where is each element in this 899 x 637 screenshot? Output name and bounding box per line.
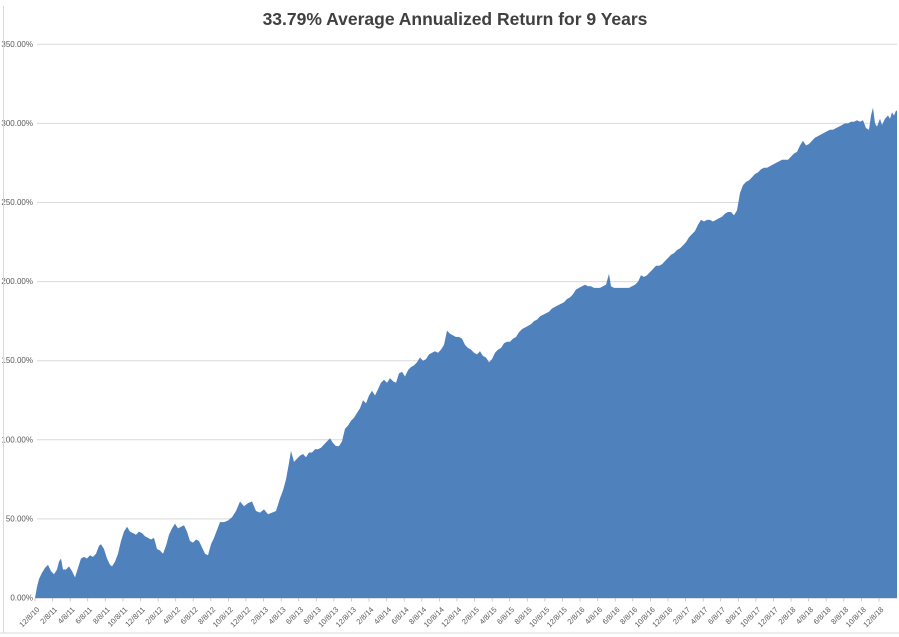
x-tick-label: 12/8/11 (123, 605, 147, 629)
x-tick-label: 2/8/17 (671, 605, 692, 626)
x-tick-label: 4/8/16 (583, 605, 604, 626)
x-tick-label: 4/8/15 (478, 605, 499, 626)
x-tick-label: 2/8/15 (460, 605, 481, 626)
x-tick-label: 2/8/11 (38, 605, 59, 626)
x-axis-labels: 12/8/102/8/114/8/116/8/118/8/1110/8/1112… (17, 605, 885, 629)
x-tick-label: 2/8/13 (249, 605, 270, 626)
x-tick-label: 2/8/12 (143, 605, 164, 626)
x-tick-label: 4/8/18 (794, 605, 815, 626)
y-tick-label: 250.00% (1, 198, 33, 207)
y-tick-label: 50.00% (6, 514, 33, 523)
x-tick-label: 6/8/16 (601, 605, 622, 626)
x-tick-label: 6/8/18 (812, 605, 833, 626)
x-tick-label: 6/8/17 (706, 605, 727, 626)
area-series (35, 107, 897, 598)
y-tick-label: 0.00% (10, 594, 33, 603)
area-shape (35, 107, 897, 598)
x-tick-label: 4/8/14 (372, 605, 393, 626)
x-tick-label: 2/8/16 (565, 605, 586, 626)
x-tick-label: 6/8/13 (284, 605, 305, 626)
x-tick-label: 6/8/15 (495, 605, 516, 626)
chart-title: 33.79% Average Annualized Return for 9 Y… (263, 9, 648, 29)
x-axis-ticks (34, 598, 880, 602)
x-tick-label: 12/8/10 (17, 605, 41, 629)
x-tick-label: 4/8/17 (689, 605, 710, 626)
x-tick-label: 6/8/11 (73, 605, 94, 626)
x-tick-label: 2/8/18 (776, 605, 797, 626)
x-tick-label: 6/8/14 (390, 605, 411, 626)
x-tick-label: 4/8/11 (56, 605, 77, 626)
y-tick-label: 100.00% (1, 435, 33, 444)
x-tick-label: 6/8/12 (179, 605, 200, 626)
x-tick-label: 2/8/14 (354, 605, 375, 626)
y-tick-label: 300.00% (1, 119, 33, 128)
y-tick-label: 150.00% (1, 356, 33, 365)
y-axis-labels: 0.00% 50.00% 100.00% 150.00% 200.00% 250.00% 3… (1, 40, 33, 603)
x-tick-label: 4/8/13 (267, 605, 288, 626)
y-tick-label: 200.00% (1, 277, 33, 286)
x-tick-label: 4/8/12 (161, 605, 182, 626)
y-tick-label: 350.00% (1, 40, 33, 49)
